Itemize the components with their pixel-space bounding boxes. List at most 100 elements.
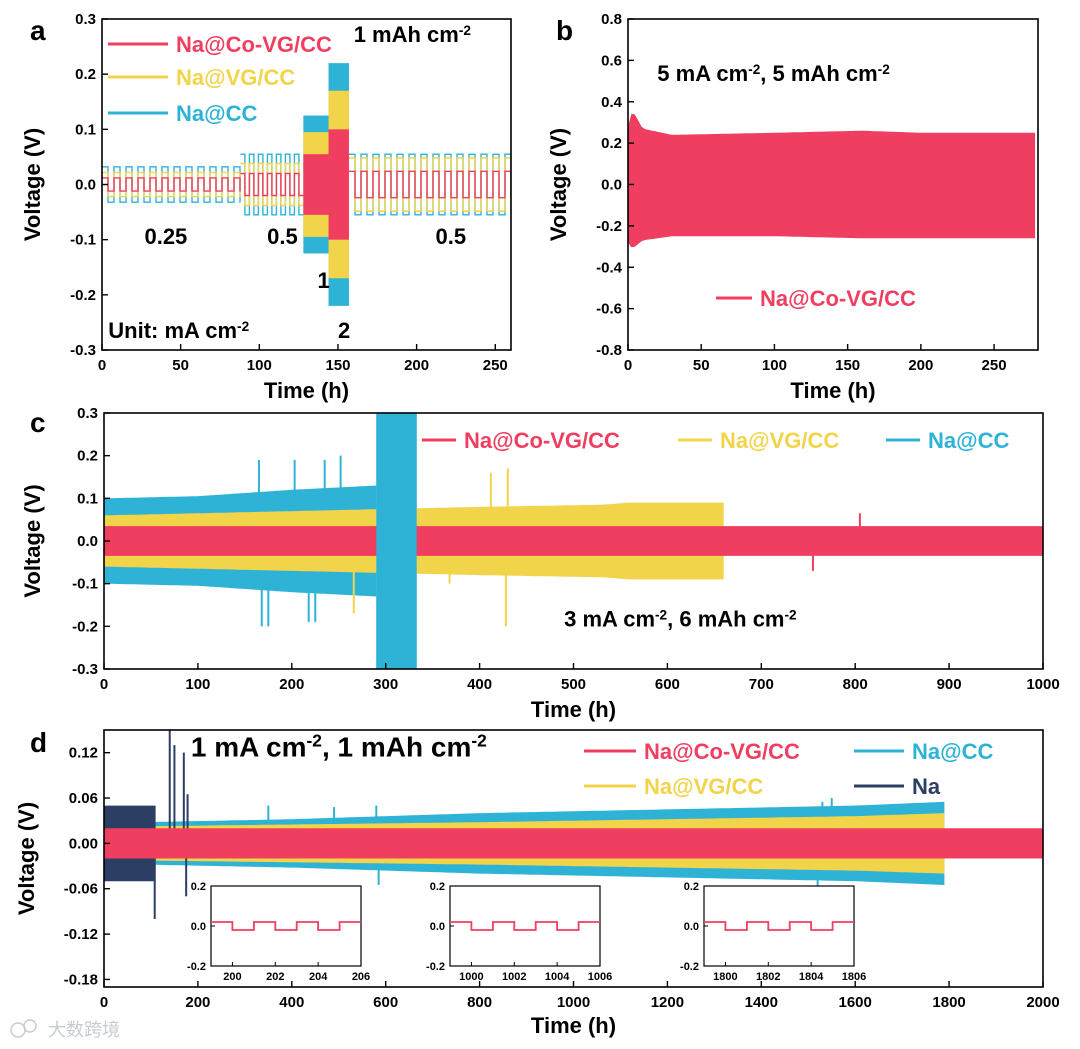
x-tick-label: 1600 [839, 994, 872, 1011]
trace-co-vg [104, 828, 1043, 859]
superscript: -2 [748, 62, 761, 77]
panel-label: d [30, 727, 47, 758]
superscript: -2 [237, 318, 250, 333]
y-tick-label: -0.2 [70, 287, 96, 304]
text-run: 5 mA cm [657, 61, 748, 86]
inset-frame [703, 885, 855, 967]
x-tick-label: 100 [247, 357, 272, 374]
text-run: Unit: mA cm [108, 318, 237, 343]
x-axis-label: Time (h) [531, 697, 616, 722]
x-axis-label: Time (h) [264, 378, 349, 403]
inset-y-tick-label: 0.2 [684, 881, 699, 893]
y-tick-label: 0.0 [601, 177, 622, 194]
inset-y-tick-label: -0.2 [187, 961, 206, 973]
inset-x-tick-label: 1806 [842, 971, 866, 983]
inset-1: 200 202 204 206 -0.2 0.0 0.2 [187, 881, 370, 983]
text-run: 1 mA cm [191, 731, 307, 762]
panel-c: 0 100 200 300 400 500 600 700 800 900 1000 -0.3 -0.2… [20, 405, 1060, 722]
y-tick-label: 0.2 [75, 66, 96, 83]
x-tick-label: 1000 [1026, 676, 1059, 693]
y-tick-label: -0.1 [70, 232, 96, 249]
x-tick-label: 400 [279, 994, 304, 1011]
inset-x-tick-label: 1000 [459, 971, 483, 983]
superscript: -2 [471, 730, 486, 750]
y-axis-label: Voltage (V) [546, 128, 571, 241]
inset-x-tick-label: 1006 [588, 971, 612, 983]
y-tick-label: -0.18 [64, 971, 98, 988]
x-tick-label: 1200 [651, 994, 684, 1011]
x-tick-label: 100 [762, 357, 787, 374]
y-tick-label: -0.3 [72, 661, 98, 678]
watermark-logo [10, 1022, 26, 1038]
inset-x-tick-label: 204 [309, 971, 328, 983]
y-tick-label: 0.2 [77, 448, 98, 465]
x-tick-label: 0 [624, 357, 632, 374]
inset-y-tick-label: -0.2 [426, 961, 445, 973]
annotation: 1 mA cm-2, 1 mAh cm-2 [191, 730, 487, 762]
text-run: 3 mA cm [564, 606, 655, 631]
annotation: 2 [338, 318, 350, 343]
inset-trace-co-vg [704, 921, 854, 931]
legend-d-na-label: Na [912, 774, 941, 799]
annotation: 5 mA cm-2, 5 mAh cm-2 [657, 61, 890, 86]
x-axis-label: Time (h) [531, 1013, 616, 1038]
trace-co-vg [628, 113, 1036, 248]
x-tick-label: 900 [937, 676, 962, 693]
trace-vg [102, 171, 241, 198]
watermark-logo [23, 1019, 37, 1033]
superscript: -2 [878, 62, 891, 77]
trace-cc-block-front [376, 413, 417, 669]
legend-c-co-vg-label: Na@Co-VG/CC [464, 428, 620, 453]
y-tick-label: -0.2 [596, 218, 622, 235]
y-tick-label: -0.2 [72, 618, 98, 635]
text-run: , 6 mAh cm [667, 606, 784, 631]
x-tick-label: 200 [279, 676, 304, 693]
y-tick-label: 0.1 [75, 121, 96, 138]
x-tick-label: 0 [98, 357, 106, 374]
x-tick-label: 300 [373, 676, 398, 693]
trace-co_vg [240, 172, 304, 197]
inset-2: 1000 1002 1004 1006 -0.2 0.0 0.2 [426, 881, 612, 983]
trace-vg [349, 157, 511, 212]
annotation: 0.5 [435, 224, 466, 249]
y-axis-label: Voltage (V) [20, 128, 45, 241]
x-tick-label: 1400 [745, 994, 778, 1011]
x-tick-label: 50 [172, 357, 189, 374]
x-tick-label: 600 [373, 994, 398, 1011]
inset-x-tick-label: 202 [266, 971, 284, 983]
legend-a-cc-label: Na@CC [176, 101, 257, 126]
inset-x-tick-label: 1800 [713, 971, 737, 983]
x-tick-label: 0 [100, 994, 108, 1011]
y-tick-label: 0.1 [77, 490, 98, 507]
inset-x-tick-label: 206 [352, 971, 370, 983]
trace-co_vg [102, 177, 241, 192]
plot-area [104, 413, 1043, 669]
text-run: , 1 mAh cm [322, 731, 471, 762]
legend-c-vg-label: Na@VG/CC [720, 428, 839, 453]
trace-co-vg [104, 526, 1043, 556]
inset-y-tick-label: 0.2 [191, 881, 206, 893]
y-tick-label: 0.0 [77, 533, 98, 550]
trace-cc [349, 153, 511, 216]
superscript: -2 [459, 23, 472, 38]
x-tick-label: 200 [185, 994, 210, 1011]
y-tick-label: 0.12 [69, 745, 98, 762]
panel-label: b [556, 15, 573, 46]
watermark-text: 大数跨境 [48, 1020, 120, 1041]
y-tick-label: 0.4 [601, 94, 623, 111]
annotation: 0.25 [144, 224, 187, 249]
inset-y-tick-label: 0.0 [684, 921, 699, 933]
y-tick-label: -0.1 [72, 576, 98, 593]
watermark: 大数跨境 [10, 1019, 120, 1041]
y-tick-label: 0.2 [601, 135, 622, 152]
inset-x-tick-label: 1804 [799, 971, 824, 983]
text-run: , 5 mAh cm [760, 61, 877, 86]
annotation: 0.5 [267, 224, 298, 249]
y-tick-label: 0.6 [601, 52, 622, 69]
inset-x-tick-label: 200 [223, 971, 241, 983]
x-tick-label: 200 [404, 357, 429, 374]
x-tick-label: 500 [561, 676, 586, 693]
x-tick-label: 150 [835, 357, 860, 374]
y-tick-label: 0.3 [75, 11, 96, 28]
